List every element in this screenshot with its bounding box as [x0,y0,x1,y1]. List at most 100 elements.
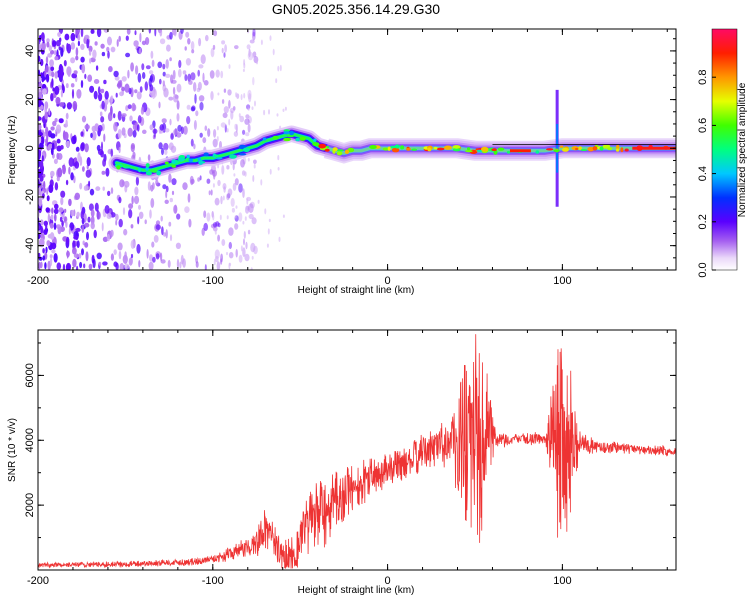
noise-blob [208,190,211,196]
noise-blob [207,128,211,137]
noise-blob [38,135,42,145]
noise-blob [220,122,226,128]
noise-blob [47,260,51,270]
noise-blob [160,252,163,262]
noise-blob [47,53,53,58]
snr-axes: -200 -100 0 100 2000 4000 6000 [24,330,676,587]
noise-blob [173,29,177,37]
y-tick-label: 2000 [24,493,36,517]
noise-blob [130,224,134,229]
noise-blob [49,222,54,229]
ridge-peak [238,153,247,156]
noise-blob [59,102,65,107]
noise-blob [66,236,70,245]
noise-blob [244,118,250,125]
noise-blob [119,91,124,97]
noise-blob [169,234,173,242]
noise-blob [105,167,110,177]
noise-blob [149,75,153,82]
noise-blob [142,72,146,79]
ridge-peak [344,149,350,154]
noise-blob [212,214,215,221]
noise-blob [161,226,164,236]
noise-blob [233,131,239,137]
ridge-peak [427,147,432,152]
noise-blob [175,242,181,249]
noise-blob [155,179,159,186]
ridge-peak [387,146,391,151]
noise-blob [260,39,263,46]
ridge-peak [145,166,149,171]
noise-blob [115,262,119,270]
noise-blob [247,116,252,124]
noise-blob [125,52,131,58]
noise-blob [170,145,177,153]
noise-blob [113,113,116,119]
noise-blob [52,87,55,92]
noise-blob [169,197,173,203]
noise-blob [190,106,196,112]
noise-blob [154,29,157,37]
noise-blob [130,239,135,249]
ridge-peak [391,147,400,153]
noise-blob [165,190,168,199]
noise-blob [202,137,207,144]
noise-blob [214,230,217,235]
noise-blob [55,96,61,105]
noise-blob [57,226,62,235]
noise-blob [131,195,134,205]
noise-blob [231,207,235,213]
noise-blob [256,61,258,65]
noise-blob [228,118,231,126]
noise-blob [40,58,44,67]
noise-blob [38,116,42,121]
noise-blob [276,113,279,117]
noise-blob [46,187,49,195]
noise-blob [46,240,51,247]
noise-blob [39,159,44,170]
noise-blob [45,223,48,231]
noise-blob [151,59,155,67]
noise-blob [178,68,182,78]
noise-blob [110,187,114,195]
noise-blob [65,179,69,186]
noise-blob [54,71,58,79]
noise-blob [277,167,280,171]
noise-blob [247,51,254,61]
noise-blob [49,254,53,259]
noise-blob [86,157,91,167]
noise-blob [110,253,114,261]
noise-blob [252,29,256,37]
snr-frame [37,329,677,571]
noise-blob [164,128,170,133]
noise-blob [65,83,69,89]
ridge-peak [481,146,489,152]
noise-blob [133,195,140,205]
noise-blob [134,186,139,196]
noise-blob [75,47,79,57]
noise-blob [151,241,155,248]
noise-blob [250,267,253,270]
ridge-peak [336,151,343,156]
noise-blob [195,110,199,117]
noise-blob [64,208,67,213]
noise-blob [59,37,62,43]
noise-blob [92,49,97,59]
ridge-peak [607,147,613,151]
noise-blob [204,264,207,270]
ridge-peak [318,143,327,149]
noise-blob [100,88,105,94]
noise-blob [223,52,226,58]
noise-blob [140,106,145,115]
noise-blob [124,83,130,93]
noise-blob [202,72,205,83]
noise-blob [90,132,93,139]
ridge-peak [452,145,461,149]
noise-blob [206,212,211,222]
noise-blob [110,148,114,158]
noise-blob [137,216,140,225]
noise-blob [240,159,245,168]
noise-blob [49,59,54,67]
noise-blob [84,124,90,130]
noise-blob [81,217,85,225]
